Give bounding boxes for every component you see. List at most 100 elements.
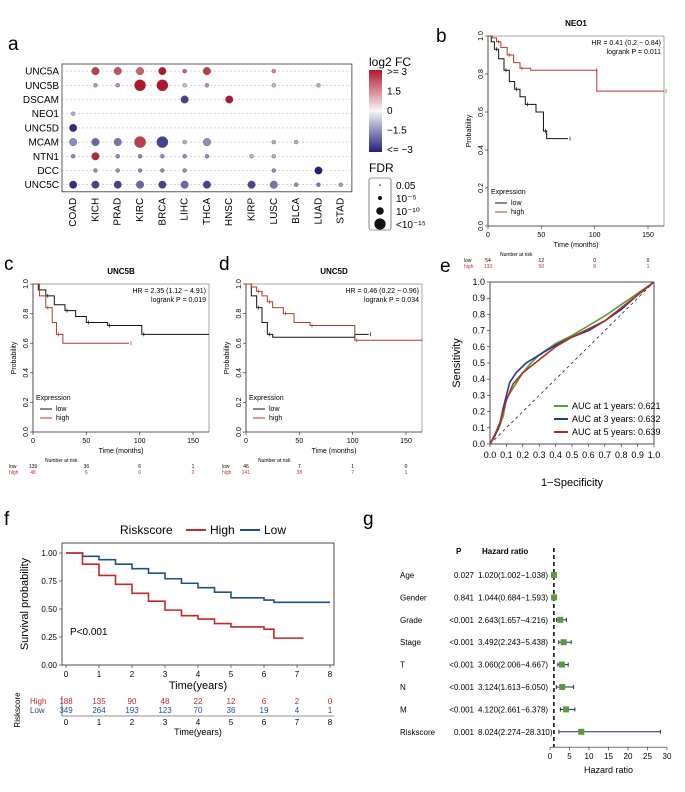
- high-curve: [33, 283, 129, 344]
- risk-table-x-label: Time(years): [174, 727, 222, 737]
- x-tick-label: 8: [328, 670, 333, 679]
- forest-x-label: Hazard ratio: [584, 765, 633, 775]
- forest-x-tick-label: 0: [548, 752, 553, 761]
- x-tick-label: 1.0: [648, 450, 661, 460]
- forest-row-p: <0.001: [449, 683, 474, 692]
- forest-estimate: [550, 572, 557, 578]
- bubble: [137, 168, 143, 173]
- bubble: [180, 180, 189, 189]
- legend-high-label: high: [269, 415, 282, 422]
- gene-label: NEO1: [32, 109, 60, 120]
- cancer-label: THCA: [202, 197, 213, 225]
- forest-row-hr: 3.492(2.243−5.438): [478, 638, 548, 647]
- forest-row-hr: 8.024(2.274−28.310): [478, 728, 553, 737]
- bubble: [113, 67, 122, 76]
- forest-x-tick-label: 30: [663, 752, 672, 761]
- risk-count-high: 12: [227, 697, 236, 706]
- x-tick-label: 7: [295, 670, 300, 679]
- x-tick-label: 5: [229, 670, 234, 679]
- y-tick-label: 0.0: [472, 439, 485, 449]
- forest-plot: P Hazard ratio Age 0.027 1.020(1.002−1.038) G…: [400, 547, 672, 775]
- y-tick-label: 0.50: [41, 605, 57, 614]
- risk-count-high: 90: [128, 697, 137, 706]
- forest-row-name: Riskscore: [400, 728, 436, 737]
- x-axis-label: Time (months): [99, 448, 144, 455]
- y-tick-label: 0.1: [472, 423, 485, 433]
- x-tick-label: 100: [589, 232, 601, 239]
- bubble: [160, 154, 165, 159]
- bubble: [115, 154, 120, 159]
- risk-table-x-tick: 7: [295, 718, 300, 727]
- gene-label: DCC: [37, 166, 59, 177]
- forest-estimate: [563, 706, 570, 713]
- risk-high-count: 6: [85, 470, 88, 476]
- risk-low-count: 0: [647, 258, 650, 264]
- risk-count-high: 2: [295, 697, 300, 706]
- risk-row-low: low: [9, 464, 17, 470]
- risk-high-count: 50: [539, 264, 545, 270]
- cancer-label: KIRP: [247, 197, 258, 221]
- cancer-label: LUSC: [269, 198, 280, 225]
- risk-high-count: 7: [351, 470, 354, 476]
- forest-estimate: [558, 661, 565, 668]
- gene-label: UNC5B: [25, 81, 59, 92]
- y-tick-label: 0.8: [472, 309, 485, 319]
- risk-count-low: 19: [260, 706, 269, 715]
- forest-x-tick-label: 5: [567, 752, 572, 761]
- forest-row-name: Stage: [400, 638, 421, 647]
- forest-row-name: Age: [400, 571, 415, 580]
- x-tick-label: 150: [400, 438, 412, 445]
- panel-label-g: g: [363, 509, 374, 530]
- forest-row-p: <0.001: [449, 705, 474, 714]
- y-tick-label: 0.2: [23, 397, 30, 407]
- x-tick-label: 6: [262, 670, 267, 679]
- x-tick-label: 1: [97, 670, 102, 679]
- x-tick-label: 150: [642, 232, 654, 239]
- fc-legend-label: 1.5: [387, 87, 401, 98]
- x-axis-label: Time (months): [312, 448, 357, 455]
- panel-label-f: f: [4, 509, 10, 530]
- risk-high-count: 133: [484, 264, 493, 270]
- hr-text: HR = 0.41 (0.2 − 0.84): [591, 40, 661, 47]
- risk-table-x-tick: 1: [97, 718, 102, 727]
- y-tick-label: 0.8: [478, 69, 485, 79]
- bubble: [204, 83, 210, 88]
- x-tick-label: 50: [295, 438, 303, 445]
- bubble: [91, 67, 100, 76]
- gene-label: DSCAM: [23, 95, 59, 106]
- bubble: [93, 83, 98, 88]
- x-tick-label: 0.7: [599, 450, 612, 460]
- fc-legend-label: −1.5: [387, 126, 407, 137]
- bubble: [93, 168, 98, 173]
- bubble: [314, 166, 323, 175]
- risk-low-count: 0: [593, 258, 596, 264]
- forest-row-hr: 2.643(1.657−4.216): [478, 616, 548, 625]
- forest-row-name: Grade: [400, 616, 423, 625]
- bubble: [91, 180, 100, 189]
- risk-high-count: 8: [593, 264, 596, 270]
- logrank-text: logrank P = 0.011: [607, 49, 662, 56]
- fc-legend-label: >= 3: [387, 67, 407, 78]
- y-tick-label: 1.00: [41, 549, 57, 558]
- risk-low-count: 54: [485, 258, 491, 264]
- forest-estimate: [557, 616, 564, 623]
- cancer-label: LUAD: [313, 198, 324, 225]
- y-axis-label: Probability: [11, 341, 18, 374]
- risk-row-low: low: [222, 464, 230, 470]
- forest-row-hr: 3.124(1.613−6.050): [478, 683, 548, 692]
- bubble: [247, 180, 256, 189]
- risk-km-frame: [61, 542, 335, 666]
- bubble: [113, 180, 122, 189]
- risk-count-low: 349: [59, 706, 73, 715]
- y-tick-label: 0.2: [478, 183, 485, 193]
- legend-high-label: high: [56, 415, 69, 422]
- high-curve: [246, 283, 422, 341]
- bubble: [91, 152, 100, 161]
- risk-table-title: Number at risk: [45, 458, 78, 464]
- x-tick-label: 0.0: [484, 450, 497, 460]
- risk-legend-high: High: [210, 523, 235, 537]
- risk-table-title: Riskscore: [13, 692, 22, 728]
- risk-high-count: 38: [297, 470, 303, 476]
- risk-low-count: 1: [351, 464, 354, 470]
